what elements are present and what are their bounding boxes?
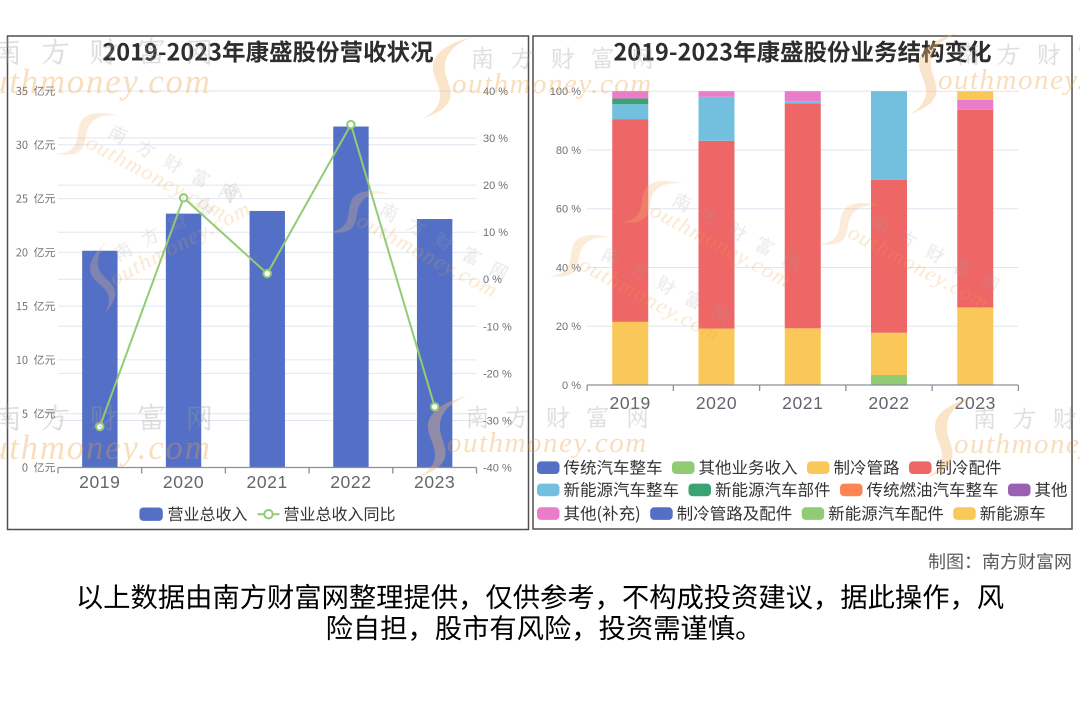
svg-text:-20 %: -20 % bbox=[483, 368, 512, 380]
svg-text:80 %: 80 % bbox=[556, 145, 581, 157]
svg-text:2020: 2020 bbox=[696, 393, 737, 413]
svg-text:2020: 2020 bbox=[163, 472, 204, 492]
svg-text:20 %: 20 % bbox=[483, 180, 508, 192]
svg-text:40 %: 40 % bbox=[556, 263, 581, 275]
svg-text:2021: 2021 bbox=[247, 472, 288, 492]
svg-text:0 %: 0 % bbox=[483, 274, 502, 286]
svg-text:outhmoney.com: outhmoney.com bbox=[0, 428, 212, 467]
svg-text:-30 %: -30 % bbox=[483, 415, 512, 427]
svg-text:-40 %: -40 % bbox=[483, 463, 512, 475]
svg-text:outhmoney.com: outhmoney.com bbox=[0, 62, 212, 101]
svg-text:100 %: 100 % bbox=[550, 86, 581, 98]
svg-text:60 %: 60 % bbox=[556, 204, 581, 216]
svg-text:2023: 2023 bbox=[955, 393, 996, 413]
svg-text:2022: 2022 bbox=[868, 393, 909, 413]
svg-text:outhmoney.com: outhmoney.com bbox=[938, 64, 1080, 96]
svg-text:outhmoney.com: outhmoney.com bbox=[447, 427, 648, 459]
svg-text:2021: 2021 bbox=[782, 393, 823, 413]
svg-text:outhmoney.com: outhmoney.com bbox=[452, 68, 653, 100]
svg-text:2023: 2023 bbox=[414, 472, 455, 492]
svg-text:10 %: 10 % bbox=[483, 227, 508, 239]
svg-text:-10 %: -10 % bbox=[483, 321, 512, 333]
svg-text:outhmoney.com: outhmoney.com bbox=[954, 428, 1080, 460]
svg-text:2022: 2022 bbox=[330, 472, 371, 492]
svg-text:20 %: 20 % bbox=[556, 321, 581, 333]
svg-text:0 %: 0 % bbox=[562, 380, 581, 392]
svg-text:30 %: 30 % bbox=[483, 133, 508, 145]
svg-text:40 %: 40 % bbox=[483, 86, 508, 98]
svg-text:2019: 2019 bbox=[79, 472, 120, 492]
